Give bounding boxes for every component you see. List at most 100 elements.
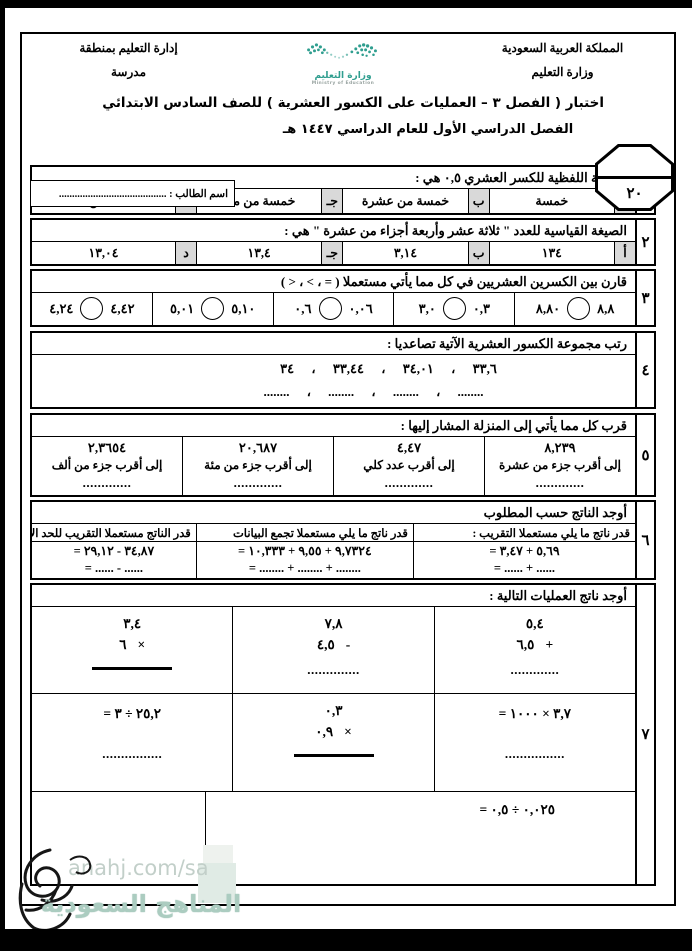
answer-dots: ............. [384,475,434,491]
answer-dots: ............. [535,475,585,491]
comparison-circle [567,297,591,321]
rounding-item: ٨,٢٣٩ إلى أقرب جزء من عشرة ............. [484,436,635,495]
operand-top: ٧,٨ [324,615,343,631]
work-space-cell [32,790,205,884]
question-4-number: ٤ [635,333,654,407]
question-6-title: أوجد الناتج حسب المطلوب [32,502,635,524]
pair-second: ٣,٠ [418,300,436,316]
comparison-circle [201,297,225,321]
ministry-logo-icon [307,43,377,59]
logo-wordmark: وزارة التعليم [314,70,372,81]
answer-dots: ............. [82,475,132,491]
option-text: خمسة [488,188,614,213]
part-expression: ٩,٧٣٢٤ + ٩,٥٥ + ١٠,٣٣٣ = [238,543,372,558]
minus-operator: - [345,636,351,652]
option-letter: ب [467,188,489,213]
ministry-logo: وزارة التعليم Ministry of Education [221,41,465,86]
comparison-circle [442,297,466,321]
question-1-title: الصيغة اللفظية للكسر العشري ٠,٥ هي : [32,167,635,189]
question-6-number: ٦ [635,502,654,578]
operand-top: ٥,٤ [525,615,544,631]
option-letter: جـ [321,241,343,264]
question-7: ٧ أوجد ناتج العمليات التالية : ٥,٤ ٦,٥ +… [30,583,656,886]
question-7-title: أوجد ناتج العمليات التالية : [32,585,635,607]
option-letter: جـ [321,188,343,213]
pair-second: ٥,٠١ [170,300,195,316]
vertical-subtraction: ٧,٨ ٤,٥ - .............. [232,606,433,693]
operand-bottom: ٠,٩ [315,723,334,739]
question-3: ٣ قارن بين الكسرين العشريين في كل مما يأ… [30,269,656,327]
education-admin-label: إدارة التعليم بمنطقة [79,41,178,55]
rounding-value: ٤,٤٧ [396,440,422,456]
multiply-operator: × [137,636,146,652]
watermark-block [203,845,233,865]
pair-first: ٨,٨ [597,300,615,316]
scan-top-edge [0,0,692,8]
rounding-item: ٢,٣٦٥٤ إلى أقرب جزء من ألف ............. [32,437,182,495]
rounding-value: ٢٠,٦٨٧ [238,440,278,456]
school-label: مدرسة [111,65,147,79]
answer-rule-line [92,666,173,670]
rounding-label: إلى أقرب عدد كلي [363,458,455,473]
option-letter: ب [467,241,489,264]
part-answer-dots: ...... + ...... = [493,561,556,576]
comparison-pairs: ٨,٨ ٨,٨٠ ٠,٣ ٣,٠ ٠,٠٦ ٠,٦ ٥,١٠ ٥ [32,292,635,325]
comparison-pair: ٥,١٠ ٥,٠١ [151,292,273,325]
option-text: ٣,١٤ [342,241,467,264]
header-right: المملكة العربية السعودية وزارة التعليم [465,41,660,86]
octagon-inner: ٢٠ [598,147,671,208]
pair-second: ٨,٨٠ [535,300,561,316]
answer-dots: ................ [504,745,565,761]
watermark-block [198,863,236,903]
kingdom-label: المملكة العربية السعودية [501,41,624,55]
option-text: ١٣٤ [488,241,614,264]
question-3-number: ٣ [635,271,654,325]
division-by-decimal: ٠,٠٢٥ ÷ ٠,٥ = [204,790,635,884]
question-3-title-text: قارن بين الكسرين العشريين في كل مما يأتي… [342,274,627,289]
estimation-part: قدر ناتج ما يلي مستعملا التقريب : ٥,٦٩ +… [412,523,635,578]
part-expression: ٣٤,٨٧ - ٢٩,١٢ = [73,543,155,558]
operand-top: ٠,٣ [324,702,343,718]
ministry-label: وزارة التعليم [531,65,594,79]
multiply-by-1000: ٣,٧ × ١٠٠٠ = ................ [433,692,635,791]
comparison-symbols: ( > ، < ، = ) [280,274,340,289]
plus-operator: + [545,636,554,652]
operand-bottom: ٤,٥ [316,636,335,652]
multiply-operator: × [344,723,352,739]
score-blank-half [598,147,671,179]
part-answer-dots: ........ + ........ + ........ = [248,561,361,576]
part-header: قدر ناتج ما يلي مستعملا تجمع البيانات [196,524,413,542]
option-text: ١٣,٤ [195,241,321,264]
comparison-pair: ٨,٨ ٨,٨٠ [514,292,635,325]
answer-dots-line: ........ ، ........ ، ........ ، .......… [263,384,484,400]
signature-icon [18,848,92,932]
estimation-part: قدر ناتج ما يلي مستعملا تجمع البيانات ٩,… [195,523,413,578]
question-5-title: قرب كل مما يأتي إلى المنزلة المشار إليها… [32,415,635,437]
header: المملكة العربية السعودية وزارة التعليم [22,34,674,86]
question-4-title: رتب مجموعة الكسور العشرية الآتية تصاعديا… [32,333,635,355]
question-2-number: ٢ [635,220,654,264]
part-header: قدر الناتج مستعملا التقريب للحد الأدنى [32,524,196,542]
grade-octagon: ٢٠ [595,144,674,211]
answer-dots: ............. [233,475,283,491]
expression: ٢٥,٢ ÷ ٣ = [103,705,162,721]
pair-second: ٠,٦ [294,300,312,316]
estimation-parts: قدر ناتج ما يلي مستعملا التقريب : ٥,٦٩ +… [32,523,635,578]
pair-first: ٠,٣ [472,300,491,316]
page-frame: المملكة العربية السعودية وزارة التعليم [20,32,676,906]
estimation-part: قدر الناتج مستعملا التقريب للحد الأدنى ٣… [32,524,196,578]
operand-bottom: ٦,٥ [516,636,535,652]
question-6: ٦ أوجد الناتج حسب المطلوب قدر ناتج ما يل… [30,500,656,580]
comparison-pair: ٠,٣ ٣,٠ [393,292,514,325]
expression: ٣,٧ × ١٠٠٠ = [498,705,572,721]
question-2: ٢ الصيغة القياسية للعدد " ثلاثة عشر وأرب… [30,218,656,266]
vertical-multiplication-decimals: ٠,٣ ٠,٩ × [232,692,434,791]
header-left: إدارة التعليم بمنطقة مدرسة [36,41,221,86]
rounding-value: ٢,٣٦٥٤ [87,440,127,456]
pair-first: ٥,١٠ [231,300,256,316]
logo-subtitle: Ministry of Education [311,80,375,86]
rounding-item: ٤,٤٧ إلى أقرب عدد كلي ............. [333,436,484,495]
comparison-pair: ٤,٤٢ ٤,٢٤ [32,293,152,325]
operations-grid: ٥,٤ ٦,٥ + ............. ٧,٨ ٤,٥ - [32,606,635,884]
